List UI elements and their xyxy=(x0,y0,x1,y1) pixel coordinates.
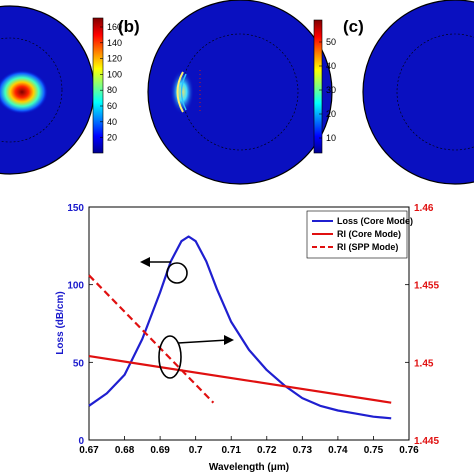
panel-a-colorbar: 160 140 120 100 80 60 40 20 xyxy=(92,17,122,154)
panel-b-colorbar: 50 40 30 20 10 xyxy=(313,19,336,154)
left-y-tick-label: 100 xyxy=(67,281,84,292)
x-tick-label: 0.68 xyxy=(115,445,135,456)
panel-b-label: (b) xyxy=(118,17,140,36)
colorbar-a-tick-label: 80 xyxy=(107,85,117,95)
legend-label: RI (Core Mode) xyxy=(337,229,401,239)
x-tick-label: 0.7 xyxy=(189,445,203,456)
colorbar-a-tick-label: 160 xyxy=(107,22,122,32)
panel-a-field-plot xyxy=(0,5,95,175)
colorbar-b-tick-label: 10 xyxy=(326,133,336,143)
left-y-tick-label: 0 xyxy=(78,436,84,447)
ri-axis-annotation xyxy=(158,335,234,379)
left-y-tick-label: 150 xyxy=(67,203,84,214)
right-y-tick-label: 1.46 xyxy=(414,203,434,214)
series-line-ri-core-mode xyxy=(88,355,392,404)
left-y-tick-label: 50 xyxy=(73,358,85,369)
x-tick-label: 0.69 xyxy=(150,445,170,456)
loss-axis-annotation xyxy=(140,257,188,284)
series-line-ri-spp-mode xyxy=(88,274,215,404)
right-y-axis: 1.445 1.45 1.455 1.46 xyxy=(405,203,439,447)
left-y-axis: 0 50 100 150 xyxy=(67,203,93,447)
colorbar-b-tick-label: 40 xyxy=(326,61,336,71)
colorbar-b-tick-label: 50 xyxy=(326,37,336,47)
colorbar-a-tick-label: 120 xyxy=(107,54,122,64)
colorbar-a-tick-label: 140 xyxy=(107,38,122,48)
panel-c-label: (c) xyxy=(343,17,364,36)
colorbar-a-tick-label: 60 xyxy=(107,101,117,111)
panel-c-field-plot xyxy=(362,0,474,185)
series-line-loss-core-mode xyxy=(88,235,392,420)
x-tick-label: 0.67 xyxy=(79,445,99,456)
x-tick-label: 0.74 xyxy=(328,445,348,456)
x-axis-label: Wavelength (μm) xyxy=(209,462,289,473)
legend-label: Loss (Core Mode) xyxy=(337,216,413,226)
x-tick-label: 0.76 xyxy=(399,445,419,456)
x-tick-label: 0.72 xyxy=(257,445,277,456)
colorbar-b-tick-label: 20 xyxy=(326,109,336,119)
panel-b-field-plot xyxy=(147,0,333,185)
colorbar-b-tick-label: 30 xyxy=(326,85,336,95)
right-y-tick-label: 1.455 xyxy=(414,281,439,292)
loss-ri-chart: 0.67 0.68 0.69 0.7 0.71 0.72 0.73 0.74 0.75 0.76 … xyxy=(67,203,439,456)
colorbar-a-tick-label: 20 xyxy=(107,133,117,143)
legend: Loss (Core Mode) RI (Core Mode) RI (SPP Mo… xyxy=(306,210,413,259)
left-y-axis-label: Loss (dB/cm) xyxy=(55,291,66,354)
colorbar-a-tick-label: 40 xyxy=(107,117,117,127)
right-y-tick-label: 1.45 xyxy=(414,358,434,369)
legend-label: RI (SPP Mode) xyxy=(337,242,398,252)
colorbar-a-tick-label: 100 xyxy=(107,69,122,79)
x-tick-label: 0.75 xyxy=(364,445,384,456)
x-tick-label: 0.71 xyxy=(221,445,241,456)
x-axis: 0.67 0.68 0.69 0.7 0.71 0.72 0.73 0.74 0.75 0.76 xyxy=(79,436,419,456)
x-tick-label: 0.73 xyxy=(293,445,313,456)
right-y-tick-label: 1.445 xyxy=(414,436,439,447)
